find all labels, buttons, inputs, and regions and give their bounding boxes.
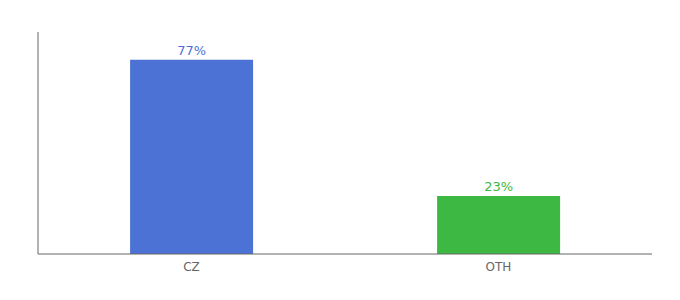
svg-text:77%: 77% xyxy=(177,43,206,58)
svg-text:OTH: OTH xyxy=(486,260,512,274)
svg-text:23%: 23% xyxy=(484,179,513,194)
svg-text:CZ: CZ xyxy=(183,260,200,274)
